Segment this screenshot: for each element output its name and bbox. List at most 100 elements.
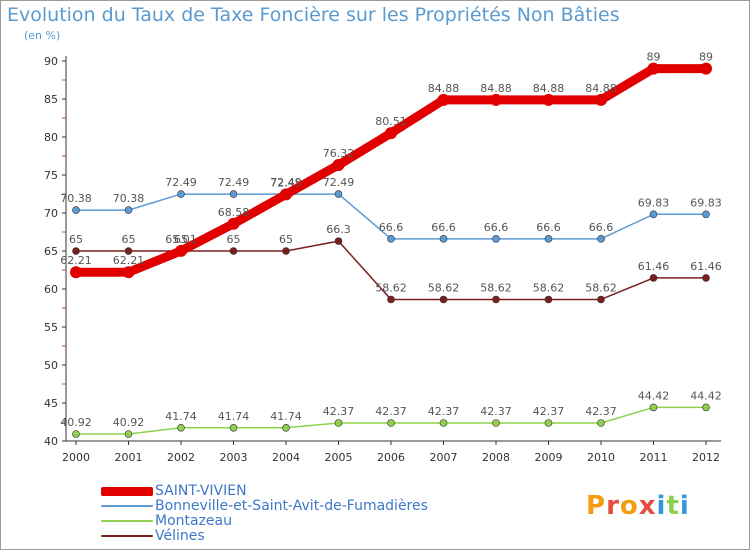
series-bonneville-data-label: 66.6 (589, 221, 614, 234)
series-bonneville-data-label: 69.83 (690, 196, 722, 209)
series-bonneville-point (124, 206, 133, 214)
series-bonneville-point (492, 235, 500, 243)
series-montazeau-point (439, 419, 448, 427)
legend-item: SAINT-VIVIEN (101, 483, 247, 499)
legend-label: SAINT-VIVIEN (155, 483, 247, 499)
legend-label: Bonneville-et-Saint-Avit-de-Fumadières (155, 498, 428, 514)
series-velines-data-label: 65 (227, 233, 241, 246)
series-saint-vivien-data-label: 62.21 (113, 254, 145, 267)
series-bonneville-data-label: 72.49 (165, 176, 197, 189)
series-saint-vivien-data-label: 89 (699, 51, 713, 64)
y-tick-label: 80 (44, 131, 58, 144)
series-montazeau-point (387, 419, 395, 427)
y-tick-label: 90 (44, 55, 58, 68)
series-saint-vivien-data-label: 72.45 (270, 176, 302, 189)
series-bonneville-point (177, 190, 185, 198)
series-velines-point (597, 295, 605, 304)
series-bonneville-point (702, 210, 710, 219)
x-tick-label: 2006 (377, 451, 405, 464)
series-montazeau-data-label: 44.42 (638, 389, 670, 402)
series-montazeau-data-label: 42.37 (323, 405, 355, 418)
series-velines-data-label: 58.62 (375, 281, 407, 294)
series-saint-vivien-point (332, 158, 345, 171)
series-bonneville-data-label: 72.49 (323, 176, 355, 189)
chart-title: Evolution du Taux de Taxe Foncière sur l… (7, 4, 620, 26)
series-bonneville-point (387, 235, 395, 243)
series-montazeau-point (597, 419, 605, 427)
x-tick-label: 2005 (325, 451, 353, 464)
series-velines-data-label: 65 (69, 233, 83, 246)
series-velines-point (334, 237, 343, 245)
series-velines-data-label: 58.62 (428, 281, 460, 294)
series-montazeau-data-label: 40.92 (60, 416, 92, 429)
series-saint-vivien-data-label: 84.88 (428, 82, 460, 95)
y-tick-label: 75 (44, 169, 58, 182)
series-montazeau-data-label: 41.74 (218, 410, 250, 423)
series-saint-vivien-point (595, 93, 607, 106)
series-saint-vivien-point (385, 127, 397, 140)
x-tick-label: 2008 (482, 451, 510, 464)
series-velines-data-label: 58.62 (533, 281, 565, 294)
series-saint-vivien-point (122, 266, 135, 279)
series-montazeau-point (72, 430, 80, 438)
series-montazeau-point (544, 419, 553, 427)
series-saint-vivien-data-label: 65.01 (165, 233, 197, 246)
y-tick-label: 60 (44, 283, 58, 296)
series-saint-vivien-data-label: 84.88 (480, 82, 512, 95)
series-bonneville-point (72, 206, 80, 214)
series-velines-point (649, 274, 658, 282)
series-velines-data-label: 66.3 (326, 223, 351, 236)
legend-swatch (101, 486, 153, 496)
series-bonneville-data-label: 66.6 (379, 221, 404, 234)
legend-label: Vélines (155, 528, 205, 544)
x-tick-label: 2003 (220, 451, 248, 464)
x-tick-label: 2001 (115, 451, 143, 464)
series-velines-data-label: 61.46 (638, 260, 670, 273)
series-montazeau-point (702, 403, 710, 412)
legend-item: Bonneville-et-Saint-Avit-de-Fumadières (101, 498, 428, 514)
series-velines-point (492, 295, 500, 304)
series-montazeau-data-label: 44.42 (690, 389, 722, 402)
series-velines-point (702, 274, 710, 282)
series-bonneville-point (544, 235, 553, 243)
series-bonneville-data-label: 66.6 (484, 221, 509, 234)
y-tick-label: 45 (44, 397, 58, 410)
series-saint-vivien-data-label: 84.88 (585, 82, 617, 95)
x-tick-label: 2000 (62, 451, 90, 464)
series-bonneville-data-label: 72.49 (218, 176, 250, 189)
series-montazeau-data-label: 41.74 (165, 410, 197, 423)
y-tick-label: 50 (44, 359, 58, 372)
series-saint-vivien-data-label: 68.58 (218, 206, 250, 219)
x-tick-label: 2002 (167, 451, 195, 464)
series-saint-vivien-point (227, 217, 240, 230)
series-bonneville-point (229, 190, 238, 198)
series-velines-data-label: 65 (174, 233, 188, 246)
x-tick-label: 2012 (692, 451, 720, 464)
y-tick-label: 65 (44, 245, 58, 258)
legend-swatch (101, 520, 153, 522)
series-montazeau-data-label: 42.37 (375, 405, 407, 418)
series-saint-vivien-point (437, 93, 450, 106)
series-velines-point (229, 247, 238, 255)
x-tick-label: 2011 (640, 451, 668, 464)
series-montazeau-data-label: 41.74 (270, 410, 302, 423)
series-bonneville-data-label: 66.6 (431, 221, 456, 234)
y-tick-label: 85 (44, 93, 58, 106)
series-bonneville-point (597, 235, 605, 243)
series-bonneville-data-label: 70.38 (113, 192, 145, 205)
series-bonneville-point (439, 235, 448, 243)
series-bonneville-point (334, 190, 343, 198)
series-velines-point (544, 295, 553, 304)
series-montazeau-point (334, 419, 343, 427)
y-tick-label: 55 (44, 321, 58, 334)
series-montazeau-data-label: 42.37 (533, 405, 565, 418)
series-bonneville-data-label: 69.83 (638, 196, 670, 209)
series-montazeau-point (177, 423, 185, 432)
series-velines-point (282, 247, 290, 255)
series-velines-point (387, 295, 395, 304)
proxiti-logo: Proxiti (586, 491, 690, 521)
series-velines-data-label: 65 (122, 233, 136, 246)
y-tick-label: 40 (44, 435, 58, 448)
series-saint-vivien-point (542, 93, 555, 106)
series-saint-vivien-data-label: 84.88 (533, 82, 565, 95)
